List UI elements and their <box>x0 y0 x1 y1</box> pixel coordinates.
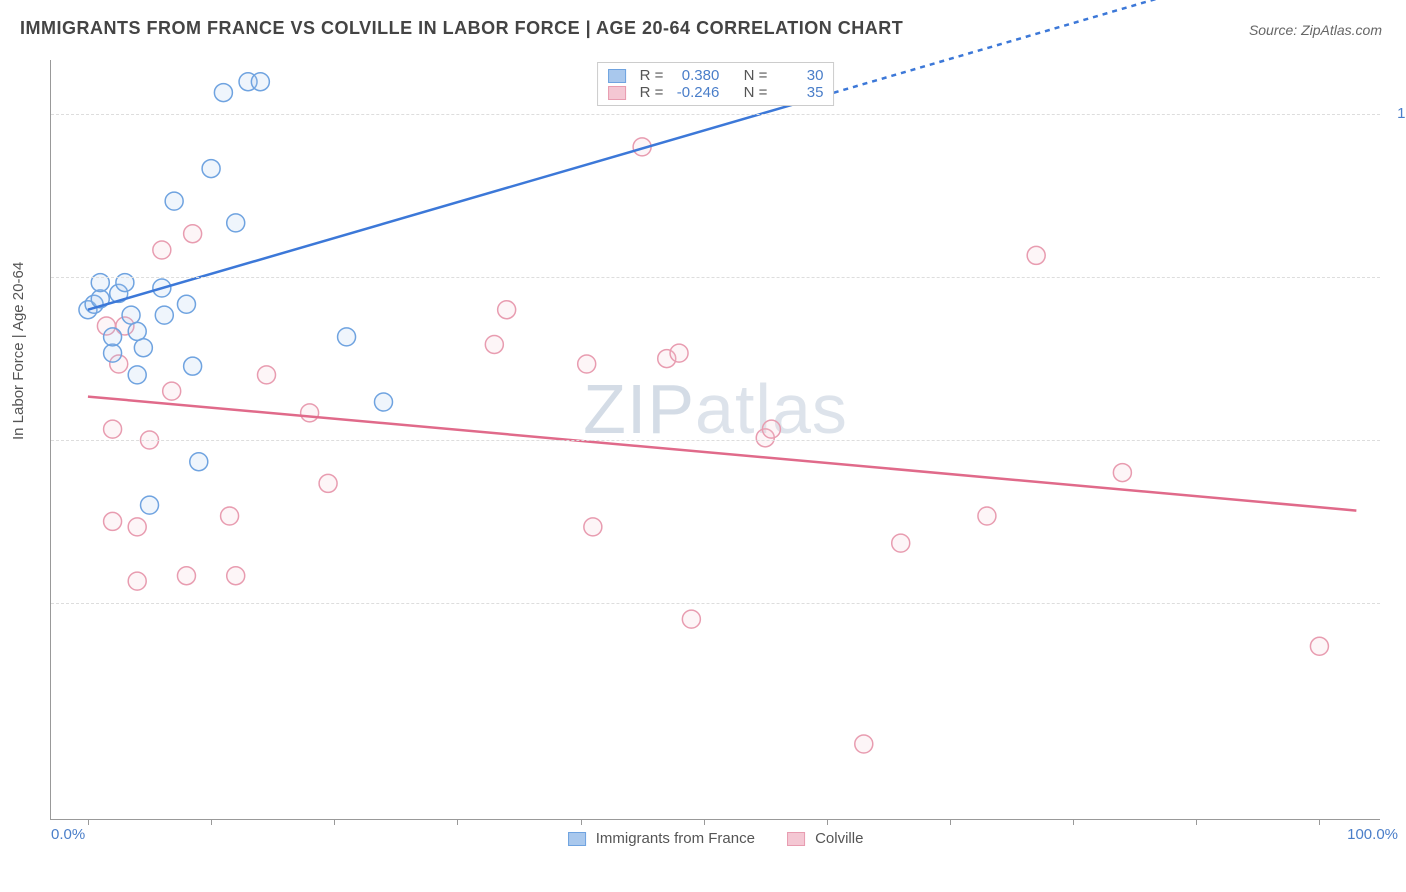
scatter-point-b <box>978 507 996 525</box>
n-value-b: 35 <box>775 84 823 101</box>
gridline <box>51 440 1380 441</box>
scatter-point-a <box>122 306 140 324</box>
y-tick-label: 100.0% <box>1397 105 1406 122</box>
scatter-point-a <box>227 214 245 232</box>
n-value-a: 30 <box>775 67 823 84</box>
gridline <box>51 114 1380 115</box>
scatter-point-b <box>855 735 873 753</box>
x-tick-mark <box>334 819 335 825</box>
trend-line-a-dashed <box>815 0 1320 98</box>
scatter-point-b <box>104 512 122 530</box>
scatter-point-a <box>134 339 152 357</box>
swatch-b <box>608 86 626 100</box>
r-value-a: 0.380 <box>671 67 719 84</box>
scatter-point-a <box>184 357 202 375</box>
scatter-point-b <box>128 518 146 536</box>
scatter-point-b <box>892 534 910 552</box>
scatter-point-a <box>165 192 183 210</box>
scatter-point-b <box>682 610 700 628</box>
scatter-point-b <box>498 301 516 319</box>
x-tick-mark <box>950 819 951 825</box>
legend-label-a: Immigrants from France <box>596 830 755 847</box>
scatter-point-b <box>670 344 688 362</box>
scatter-point-a <box>104 344 122 362</box>
scatter-point-b <box>319 474 337 492</box>
scatter-point-b <box>153 241 171 259</box>
scatter-point-b <box>485 335 503 353</box>
chart-title: IMMIGRANTS FROM FRANCE VS COLVILLE IN LA… <box>20 18 903 39</box>
scatter-point-b <box>104 420 122 438</box>
y-axis-label: In Labor Force | Age 20-64 <box>10 262 27 440</box>
stats-legend: R = 0.380 N = 30 R = -0.246 N = 35 <box>597 62 835 106</box>
scatter-point-b <box>227 567 245 585</box>
series-legend: Immigrants from France Colville <box>568 830 864 847</box>
x-tick-100: 100.0% <box>1347 826 1398 843</box>
r-prefix: R = <box>640 67 664 84</box>
legend-label-b: Colville <box>815 830 863 847</box>
r-value-b: -0.246 <box>671 84 719 101</box>
scatter-point-a <box>141 496 159 514</box>
scatter-point-b <box>184 225 202 243</box>
x-tick-mark <box>827 819 828 825</box>
scatter-point-b <box>301 404 319 422</box>
scatter-point-a <box>251 73 269 91</box>
scatter-point-a <box>190 453 208 471</box>
source-credit: Source: ZipAtlas.com <box>1249 22 1382 38</box>
scatter-point-a <box>155 306 173 324</box>
trend-line-b <box>88 397 1356 511</box>
scatter-point-b <box>163 382 181 400</box>
scatter-point-b <box>128 572 146 590</box>
scatter-point-a <box>214 84 232 102</box>
legend-item-b: Colville <box>787 830 864 847</box>
scatter-point-b <box>258 366 276 384</box>
swatch-a <box>608 69 626 83</box>
scatter-point-a <box>177 295 195 313</box>
stats-row-a: R = 0.380 N = 30 <box>608 67 824 84</box>
x-tick-mark <box>457 819 458 825</box>
gridline <box>51 277 1380 278</box>
source-prefix: Source: <box>1249 22 1301 38</box>
source-name: ZipAtlas.com <box>1301 22 1382 38</box>
x-tick-mark <box>1196 819 1197 825</box>
scatter-point-b <box>762 420 780 438</box>
x-tick-mark <box>88 819 89 825</box>
x-tick-mark <box>1073 819 1074 825</box>
x-tick-mark <box>1319 819 1320 825</box>
scatter-point-a <box>104 328 122 346</box>
legend-item-a: Immigrants from France <box>568 830 755 847</box>
scatter-point-b <box>1113 464 1131 482</box>
scatter-point-b <box>177 567 195 585</box>
swatch-a-icon <box>568 832 586 846</box>
scatter-point-a <box>128 322 146 340</box>
swatch-b-icon <box>787 832 805 846</box>
x-tick-mark <box>211 819 212 825</box>
scatter-point-b <box>1310 637 1328 655</box>
scatter-point-b <box>584 518 602 536</box>
scatter-point-a <box>202 160 220 178</box>
scatter-point-a <box>128 366 146 384</box>
n-prefix: N = <box>744 84 768 101</box>
scatter-point-a <box>338 328 356 346</box>
x-tick-mark <box>704 819 705 825</box>
scatter-point-b <box>1027 246 1045 264</box>
x-tick-0: 0.0% <box>51 826 85 843</box>
scatter-point-b <box>578 355 596 373</box>
stats-row-b: R = -0.246 N = 35 <box>608 84 824 101</box>
scatter-plot: ZIPatlas R = 0.380 N = 30 R = -0.246 N =… <box>50 60 1380 820</box>
r-prefix: R = <box>640 84 664 101</box>
x-tick-mark <box>581 819 582 825</box>
n-prefix: N = <box>744 67 768 84</box>
scatter-point-a <box>375 393 393 411</box>
gridline <box>51 603 1380 604</box>
scatter-point-b <box>221 507 239 525</box>
